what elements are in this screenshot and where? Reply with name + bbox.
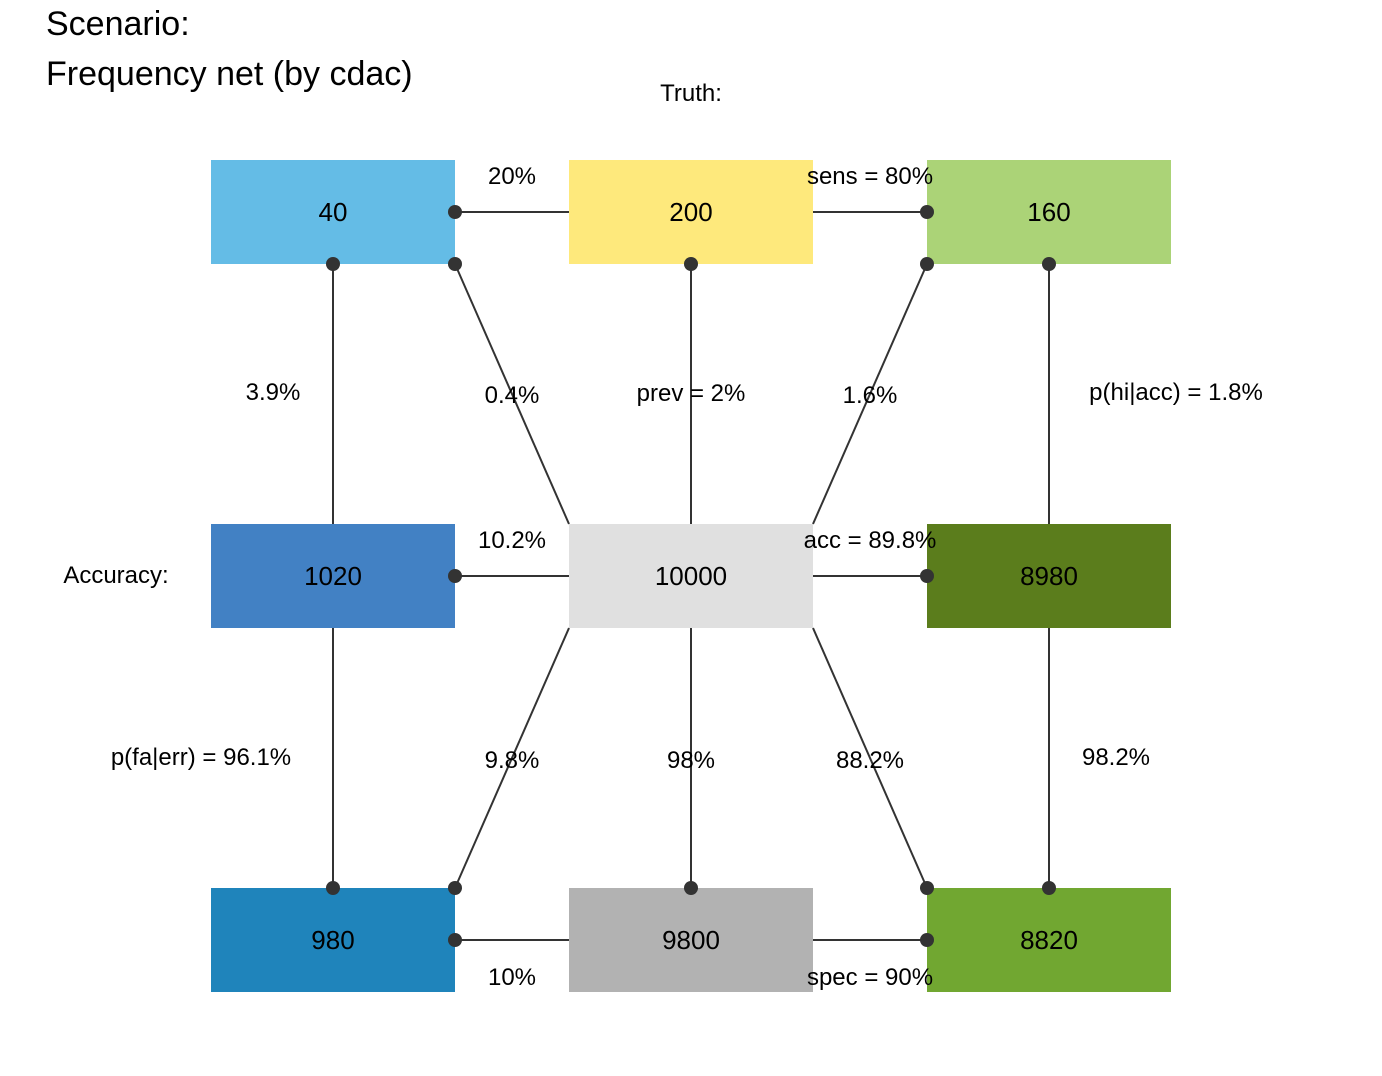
box-cr [927,160,1171,264]
box-cond-false [569,888,813,992]
edge-label-prev: prev = 2% [637,380,746,407]
box-fa [211,888,455,992]
edge-label-fa-N: 9.8% [485,747,540,774]
dot [1042,257,1056,271]
dot [920,881,934,895]
truth-label: Truth: [660,80,722,107]
edge-label-sens: sens = 80% [807,163,933,190]
edge-label-false-N: 98% [667,747,715,774]
value-mi: 8820 [1020,925,1078,955]
edge-label-err-N: 10.2% [478,527,546,554]
edges [332,211,1050,941]
edge-label-mi-cor: 98.2% [1082,744,1150,771]
edge-N-mi [812,627,928,889]
edge-label-mi-N: 88.2% [836,747,904,774]
box-hi [211,160,455,264]
edge-label-fa-false: 10% [488,964,536,991]
diagram-subtitle: Frequency net (by cdac) [46,55,413,93]
edge-hi-N [454,263,570,525]
value-cr: 160 [1027,197,1070,227]
box-dec-err [211,524,455,628]
dot [920,257,934,271]
box-values: 40 200 160 1020 10000 8980 980 9800 8820 [304,197,1078,955]
edge-label-hi-err: 3.9% [246,379,301,406]
accuracy-label: Accuracy: [63,562,168,589]
dot [326,257,340,271]
edge-label-hi-true: 20% [488,163,536,190]
dot [448,881,462,895]
edge-label-acc: acc = 89.8% [804,527,937,554]
dot [448,933,462,947]
edge-labels: 20% sens = 80% 3.9% 0.4% prev = 2% 1.6% … [111,163,1263,991]
edge-label-fa-err: p(fa|err) = 96.1% [111,744,291,771]
dot [448,569,462,583]
dot [920,569,934,583]
scenario-title: Scenario: [46,5,190,43]
edge-label-hi-N: 0.4% [485,382,540,409]
dot [1042,881,1056,895]
box-mi [927,888,1171,992]
dot [920,205,934,219]
dot [326,881,340,895]
value-fa: 980 [311,925,354,955]
box-N [569,524,813,628]
edge-label-ppv-acc: p(hi|acc) = 1.8% [1089,379,1263,406]
box-dec-cor [927,524,1171,628]
value-dec-err: 1020 [304,561,362,591]
edge-cr-N [812,263,928,525]
value-N: 10000 [655,561,727,591]
dot [920,933,934,947]
value-cond-false: 9800 [662,925,720,955]
edge-label-cr-N: 1.6% [843,382,898,409]
boxes [211,160,1171,992]
dot [684,257,698,271]
edge-N-fa [454,627,570,889]
value-cond-true: 200 [669,197,712,227]
value-hi: 40 [319,197,348,227]
box-cond-true [569,160,813,264]
edge-label-spec: spec = 90% [807,964,933,991]
connector-dots [326,205,1056,947]
dot [448,205,462,219]
dot [684,881,698,895]
value-dec-cor: 8980 [1020,561,1078,591]
dot [448,257,462,271]
